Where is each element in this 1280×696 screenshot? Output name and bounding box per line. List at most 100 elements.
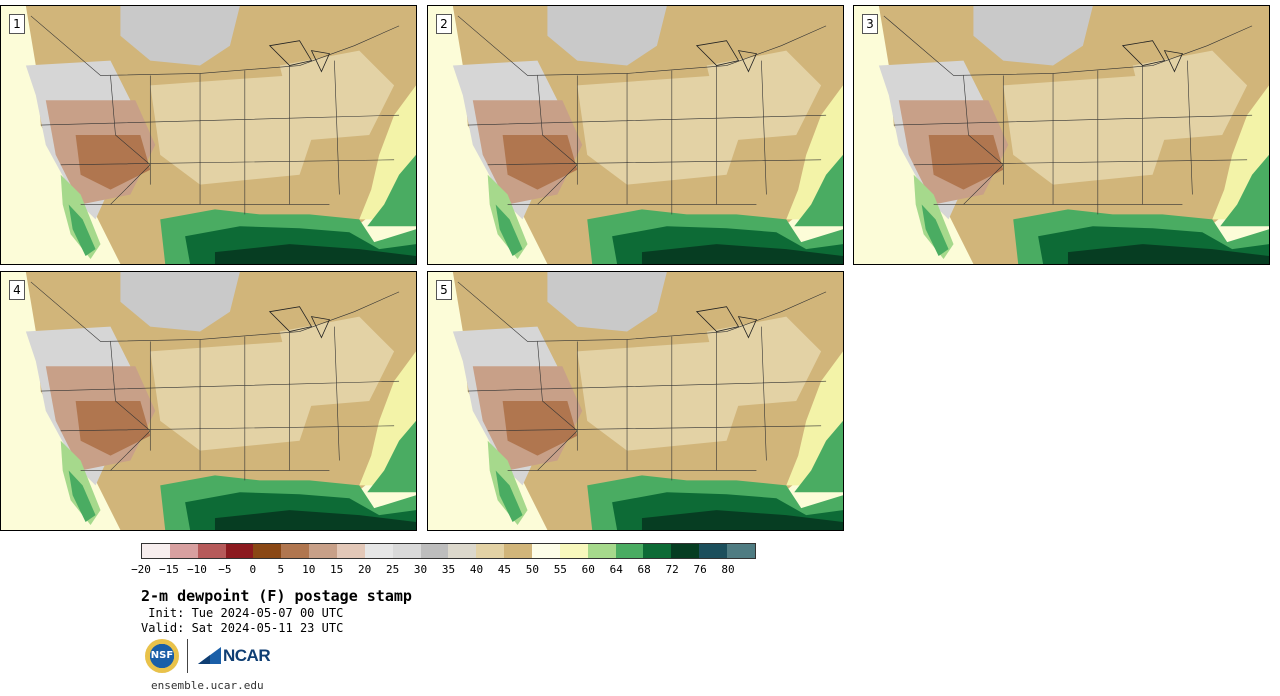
- central-light: [1003, 75, 1173, 185]
- colorbar-swatch: [727, 544, 755, 558]
- central-light: [150, 341, 320, 451]
- colorbar-swatch: [197, 544, 226, 558]
- colorbar-swatch: [420, 544, 449, 558]
- panel-number-4: 4: [9, 280, 25, 300]
- colorbar-tick-label: −5: [218, 563, 232, 576]
- colorbar-swatch: [253, 544, 282, 558]
- panel-4[interactable]: 4: [0, 271, 417, 531]
- ncar-mark-icon: [198, 647, 221, 664]
- colorbar-swatch: [142, 544, 170, 558]
- central-light: [150, 75, 320, 185]
- colorbar-swatch: [615, 544, 644, 558]
- baja-green: [495, 470, 523, 523]
- colorbar-swatch: [643, 544, 672, 558]
- state-borders: [30, 15, 400, 215]
- gulf-deep: [214, 510, 416, 530]
- atlantic-green: [367, 154, 416, 227]
- central-light: [577, 341, 747, 451]
- colorbar-tick-label: −20: [131, 563, 151, 576]
- colorbar-tick-label: 45: [497, 563, 512, 576]
- colorbar-swatch: [392, 544, 421, 558]
- ocean-west: [854, 6, 924, 264]
- colorbar-tick-label: −10: [186, 563, 207, 576]
- dewpoint-map-4: [1, 272, 416, 530]
- colorbar-tick-label: 40: [469, 563, 484, 576]
- colorbar-swatch: [337, 544, 365, 558]
- colorbar-tick-label: 64: [609, 563, 623, 576]
- colorbar-swatch: [476, 544, 505, 558]
- valid-time: Valid: Sat 2024-05-11 23 UTC: [141, 621, 344, 635]
- panel-number-2: 2: [436, 14, 452, 34]
- great-lakes-outline: [268, 40, 330, 73]
- colorbar-tick-label: 10: [302, 563, 316, 576]
- great-lakes-outline: [695, 40, 757, 73]
- atlantic-green: [1220, 154, 1269, 227]
- gulf-deep: [214, 244, 416, 264]
- atlantic-green: [367, 420, 416, 493]
- colorbar-ticks: −20 −15 −10 −5 0 5 10 15 20 25 30 35 40 45 50 55 60 64 68 7…: [131, 563, 756, 577]
- colorbar-tick-label: 30: [413, 563, 428, 576]
- colorbar-tick-label: −15: [159, 563, 179, 576]
- colorbar-tick-label: 60: [581, 563, 595, 576]
- logo-divider: [187, 639, 188, 673]
- dewpoint-map-2: [428, 6, 843, 264]
- ocean-west: [1, 6, 71, 264]
- panel-1[interactable]: 1: [0, 5, 417, 265]
- colorbar-swatch: [364, 544, 393, 558]
- colorbar-swatch: [169, 544, 198, 558]
- ocean-west: [428, 272, 498, 530]
- panel-number-3: 3: [862, 14, 878, 34]
- colorbar-tick-label: 20: [358, 563, 372, 576]
- north-grey: [973, 6, 1093, 66]
- ocean-west: [428, 6, 498, 264]
- colorbar-tick-label: 76: [693, 563, 707, 576]
- colorbar-tick-label: 5: [277, 563, 285, 576]
- colorbar-swatch: [559, 544, 588, 558]
- dewpoint-map-3: [854, 6, 1269, 264]
- state-borders: [883, 15, 1253, 215]
- great-lakes-outline: [695, 306, 757, 339]
- dewpoint-map-1: [1, 6, 416, 264]
- colorbar-swatch: [225, 544, 254, 558]
- panel-3[interactable]: 3: [853, 5, 1270, 265]
- state-borders: [457, 281, 827, 481]
- plot-title: 2-m dewpoint (F) postage stamp: [141, 587, 412, 605]
- colorbar-tick-label: 25: [385, 563, 400, 576]
- colorbar-tick-label: 15: [330, 563, 344, 576]
- north-grey: [120, 272, 240, 332]
- atlantic-green: [794, 154, 843, 227]
- colorbar-swatch: [671, 544, 700, 558]
- colorbar-tick-label: 50: [525, 563, 539, 576]
- north-grey: [120, 6, 240, 66]
- great-lakes-outline: [1121, 40, 1183, 73]
- colorbar-swatch: [587, 544, 616, 558]
- ocean-west: [1, 272, 71, 530]
- gulf-deep: [641, 244, 843, 264]
- colorbar-swatch: [504, 544, 533, 558]
- panel-5[interactable]: 5: [427, 271, 844, 531]
- baja-green: [921, 204, 949, 257]
- colorbar-tick-label: 0: [249, 563, 257, 576]
- colorbar-tick-label: 68: [637, 563, 651, 576]
- colorbar: [141, 543, 756, 559]
- atlantic-green: [794, 420, 843, 493]
- state-borders: [30, 281, 400, 481]
- colorbar-tick-label: 35: [441, 563, 456, 576]
- central-light: [577, 75, 747, 185]
- great-lakes-outline: [268, 306, 330, 339]
- ncar-logo: NCAR: [197, 645, 277, 667]
- dewpoint-map-5: [428, 272, 843, 530]
- north-grey: [547, 272, 667, 332]
- panel-number-5: 5: [436, 280, 452, 300]
- colorbar-swatch: [699, 544, 728, 558]
- panel-2[interactable]: 2: [427, 5, 844, 265]
- nsf-logo: NSF: [145, 639, 179, 673]
- gulf-deep: [641, 510, 843, 530]
- colorbar-swatch: [281, 544, 310, 558]
- colorbar-tick-label: 55: [553, 563, 567, 576]
- colorbar-tick-label: 72: [665, 563, 679, 576]
- colorbar-swatch: [532, 544, 560, 558]
- north-grey: [547, 6, 667, 66]
- colorbar-swatch: [448, 544, 477, 558]
- website-link[interactable]: ensemble.ucar.edu: [151, 679, 264, 692]
